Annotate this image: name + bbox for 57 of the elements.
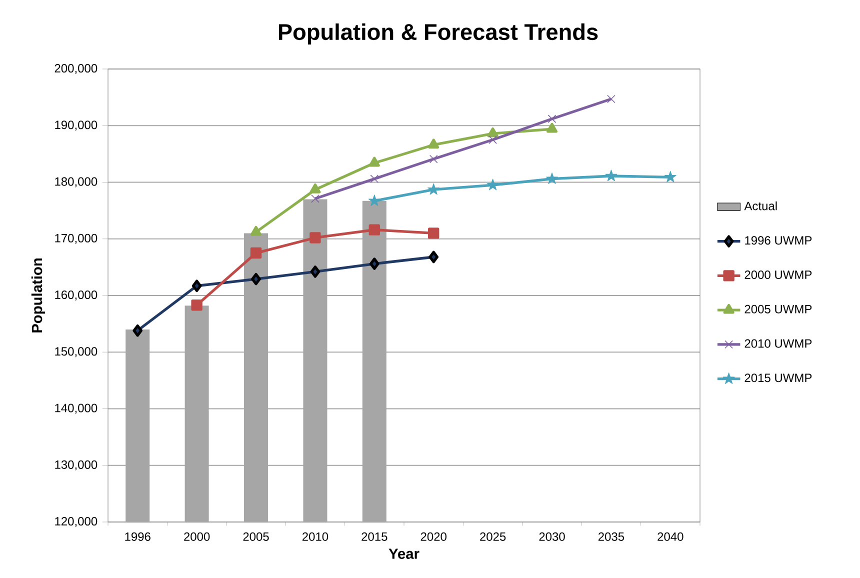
x-tick-label: 2000 [184, 532, 210, 541]
point [368, 156, 380, 167]
x-tick-label: 2040 [658, 532, 684, 541]
point [310, 232, 321, 244]
point [607, 94, 616, 104]
point [368, 224, 380, 236]
x-tick-label: 2005 [243, 532, 269, 541]
point [251, 272, 261, 286]
legend-label: 2015 UWMP [744, 374, 812, 382]
y-tick-label: 180,000 [55, 177, 98, 188]
legend-label: 2005 UWMP [744, 304, 812, 314]
point [370, 174, 379, 184]
point [250, 247, 262, 259]
point [310, 183, 321, 194]
point [310, 266, 320, 278]
x-tick-label: 2015 [362, 532, 388, 541]
point [369, 258, 380, 270]
chart-title: Population & Forecast Trends [278, 23, 598, 45]
point [429, 154, 438, 164]
point [428, 250, 439, 264]
point [311, 194, 320, 203]
point [428, 138, 440, 149]
point [546, 122, 558, 133]
x-tick-label: 2030 [539, 532, 565, 541]
y-tick-label: 150,000 [55, 347, 98, 358]
point [548, 114, 556, 123]
point [192, 280, 202, 292]
legend-label: 1996 UWMP [745, 236, 812, 245]
y-axis-title: Population [31, 258, 46, 332]
y-tick-label: 140,000 [55, 404, 98, 414]
x-tick-label: 2025 [480, 532, 506, 541]
point [487, 127, 498, 138]
x-tick-label: 1996 [125, 532, 150, 541]
point [428, 228, 440, 239]
point [486, 178, 499, 190]
point [250, 226, 262, 236]
y-tick-label: 200,000 [54, 64, 98, 74]
point [605, 170, 618, 182]
legend-label: 2010 UWMP [744, 339, 812, 348]
point [368, 194, 380, 206]
y-tick-label: 170,000 [55, 234, 98, 244]
point [488, 136, 497, 144]
y-tick-label: 160,000 [55, 290, 98, 300]
point [428, 183, 440, 195]
x-axis-title: Year [388, 548, 420, 559]
point [191, 300, 202, 311]
x-tick-label: 2010 [302, 532, 328, 541]
y-tick-label: 120,000 [55, 517, 98, 527]
y-tick-label: 130,000 [55, 460, 98, 470]
x-tick-label: 2020 [420, 532, 446, 541]
y-tick-label: 190,000 [55, 120, 98, 131]
legend-label: 2000 UWMP [744, 270, 812, 280]
point [664, 170, 676, 182]
legend-label: Actual [744, 201, 777, 210]
point [546, 172, 558, 184]
point [132, 324, 143, 337]
x-tick-label: 2035 [598, 532, 624, 541]
